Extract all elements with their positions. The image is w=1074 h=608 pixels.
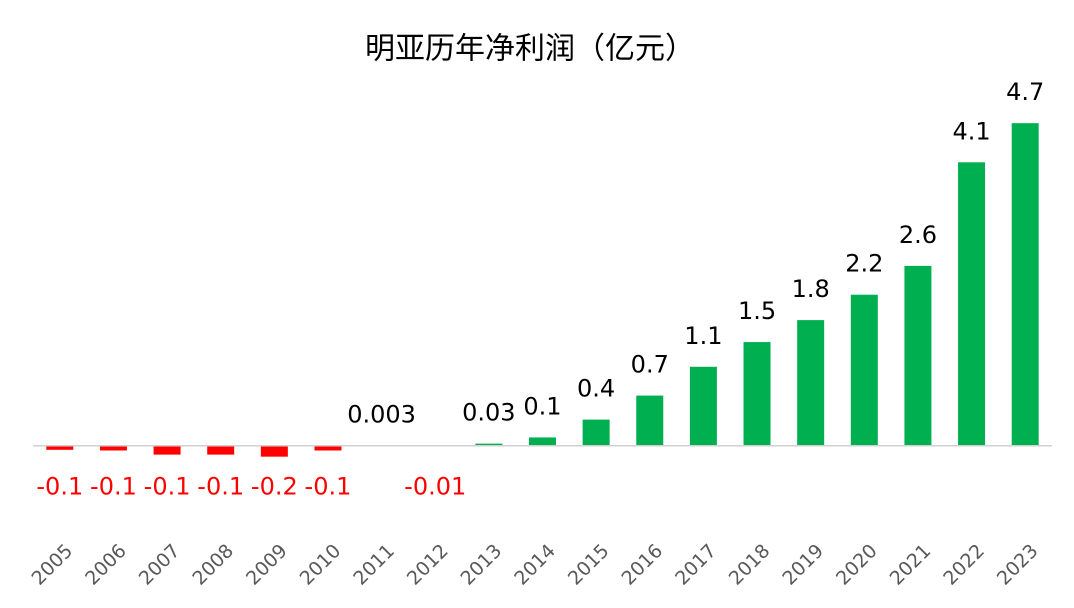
bar <box>529 437 556 446</box>
data-label: 0.03 <box>462 399 515 427</box>
x-tick-label: 2021 <box>886 540 936 590</box>
data-label: 1.5 <box>738 297 776 325</box>
bar <box>153 445 181 455</box>
data-label: -0.01 <box>404 473 466 501</box>
x-tick-label: 2006 <box>81 540 131 590</box>
bar <box>1011 123 1039 446</box>
data-label: -0.1 <box>90 473 137 501</box>
bar <box>260 445 288 457</box>
x-tick-label: 2012 <box>403 540 453 590</box>
bar <box>958 162 986 446</box>
x-tick-label: 2016 <box>617 540 667 590</box>
bar <box>797 320 825 446</box>
x-tick-label: 2018 <box>725 540 775 590</box>
data-label: 1.8 <box>792 275 830 303</box>
data-label: -0.1 <box>36 473 83 501</box>
data-label: 4.1 <box>952 117 990 145</box>
bar <box>207 445 235 455</box>
x-tick-label: 2015 <box>564 540 614 590</box>
x-tick-label: 2013 <box>457 540 507 590</box>
x-tick-label: 2005 <box>27 540 77 590</box>
x-tick-label: 2022 <box>939 540 989 590</box>
data-label: 0.003 <box>347 400 416 428</box>
data-label: 2.2 <box>845 250 883 278</box>
x-tick-label: 2011 <box>349 540 399 590</box>
x-tick-label: 2008 <box>188 540 238 590</box>
x-tick-label: 2023 <box>993 540 1043 590</box>
data-label: -0.1 <box>144 473 191 501</box>
bar <box>475 443 503 446</box>
bar <box>582 419 610 446</box>
data-label: 0.1 <box>523 392 561 420</box>
bar <box>46 445 74 450</box>
x-tick-label: 2007 <box>135 540 185 590</box>
bar <box>314 445 342 451</box>
data-label: 4.7 <box>1006 78 1044 106</box>
data-label: 2.6 <box>899 221 937 249</box>
x-tick-label: 2014 <box>510 540 560 590</box>
bar <box>636 395 664 446</box>
bar <box>850 294 878 446</box>
x-tick-label: 2010 <box>296 540 346 590</box>
data-label: -0.1 <box>305 473 352 501</box>
x-tick-label: 2020 <box>832 540 882 590</box>
bar <box>99 445 127 451</box>
bar <box>904 265 932 446</box>
chart-title: 明亚历年净利润（亿元） <box>365 32 695 67</box>
x-tick-label: 2017 <box>671 540 721 590</box>
data-label: 0.4 <box>577 375 615 403</box>
data-label: 1.1 <box>684 322 722 350</box>
x-tick-label: 2009 <box>242 540 292 590</box>
bar <box>689 366 717 446</box>
data-label: 0.7 <box>631 351 669 379</box>
bar <box>743 342 771 446</box>
data-label: -0.1 <box>197 473 244 501</box>
x-tick-label: 2019 <box>778 540 828 590</box>
data-label: -0.2 <box>251 473 298 501</box>
